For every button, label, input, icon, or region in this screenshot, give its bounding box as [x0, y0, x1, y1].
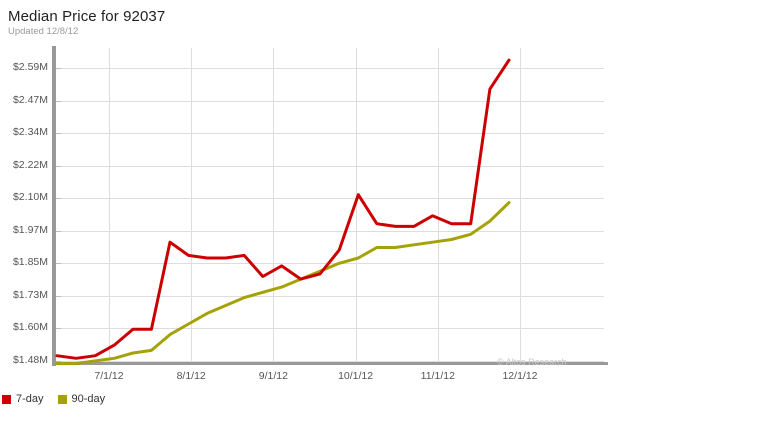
- y-axis-tick: [56, 230, 61, 232]
- gridline-horizontal: [57, 295, 604, 297]
- y-axis-tick: [56, 100, 61, 102]
- x-axis-tick-label: 11/1/12: [420, 370, 455, 382]
- gridline-vertical: [273, 48, 275, 361]
- y-axis-tick-label: $2.47M: [12, 93, 48, 106]
- y-axis-tick-label: $2.34M: [12, 126, 48, 139]
- gridline-horizontal: [57, 165, 604, 167]
- legend-label: 7-day: [16, 393, 44, 405]
- gridline-horizontal: [57, 328, 604, 330]
- y-axis-tick-label: $1.85M: [12, 256, 48, 269]
- y-axis-tick: [56, 360, 61, 362]
- gridline-vertical: [191, 48, 193, 361]
- gridline-vertical: [520, 48, 521, 361]
- x-axis-tick-label: 9/1/12: [258, 370, 288, 382]
- y-axis-tick: [56, 295, 61, 297]
- y-axis-tick: [56, 328, 61, 330]
- legend-item-90-day[interactable]: 90-day: [57, 393, 106, 405]
- y-axis-tick: [56, 68, 61, 69]
- y-axis-tick: [56, 133, 61, 135]
- watermark-altos-research: © Altos Research: [497, 357, 567, 367]
- y-axis-tick-label: $2.59M: [12, 61, 48, 73]
- gridline-horizontal: [57, 198, 604, 200]
- y-axis-line: [52, 46, 56, 366]
- x-axis-tick-label: 8/1/12: [176, 370, 206, 382]
- gridline-horizontal: [57, 100, 604, 102]
- y-axis-tick: [56, 165, 61, 167]
- legend-item-7-day[interactable]: 7-day: [2, 393, 44, 405]
- y-axis-tick: [56, 198, 61, 200]
- chart-header: Median Price for 92037 Updated 12/8/12: [8, 8, 165, 37]
- gridline-horizontal: [57, 68, 604, 69]
- plot-area: [57, 48, 604, 362]
- gridline-vertical: [109, 48, 110, 361]
- y-axis-tick: [56, 263, 61, 265]
- gridline-vertical: [355, 48, 357, 361]
- x-axis-tick-label: 10/1/12: [338, 370, 374, 382]
- chart-legend: 7-day 90-day: [2, 393, 119, 405]
- legend-swatch-icon: [57, 394, 67, 404]
- y-axis-tick-label: $2.22M: [12, 158, 48, 171]
- gridline-horizontal: [57, 133, 604, 135]
- gridline-horizontal: [57, 263, 604, 265]
- gridline-vertical: [437, 48, 439, 361]
- y-axis-tick-label: $1.48M: [12, 353, 48, 366]
- chart-title: Median Price for 92037: [8, 8, 166, 25]
- y-axis-tick-label: $1.73M: [12, 288, 48, 301]
- y-axis-tick-label: $1.97M: [12, 223, 48, 236]
- x-axis-tick-label: 12/1/12: [502, 370, 538, 382]
- chart-updated-date: Updated 12/8/12: [8, 26, 79, 37]
- y-axis-tick-label: $2.10M: [12, 191, 48, 204]
- legend-swatch-icon: [2, 394, 11, 404]
- x-axis-tick-label: 7/1/12: [94, 370, 124, 382]
- y-axis-tick-label: $1.60M: [12, 321, 48, 334]
- gridline-horizontal: [57, 230, 604, 232]
- legend-label: 90-day: [71, 393, 106, 405]
